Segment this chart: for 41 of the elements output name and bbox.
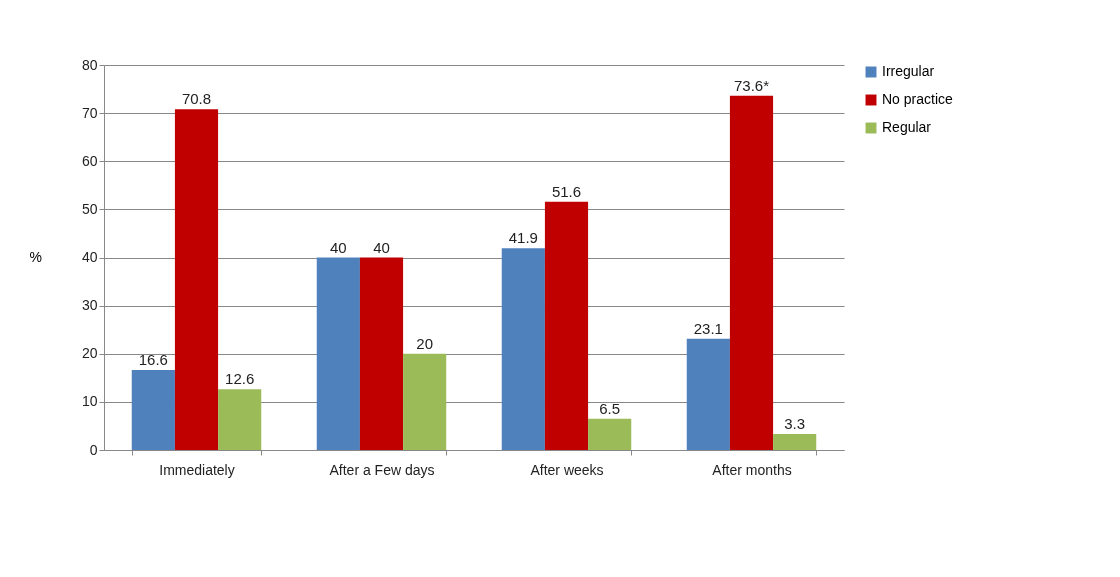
data-label: 40 (373, 238, 390, 256)
bar (686, 338, 730, 450)
y-tick-label: 40 (81, 249, 98, 265)
data-label: 40 (329, 238, 347, 256)
data-label: 73.6* (733, 76, 770, 94)
y-tick-label: 80 (81, 56, 98, 73)
bar (588, 418, 632, 450)
y-axis-title: % (29, 249, 42, 265)
bar (773, 434, 817, 450)
data-label: 3.3 (784, 415, 806, 433)
bar (131, 370, 175, 450)
bar (403, 353, 447, 450)
data-label: 41.9 (508, 229, 538, 247)
y-tick-label: 0 (89, 441, 98, 458)
x-tick-label: Immediately (159, 461, 235, 478)
bar (729, 95, 774, 450)
legend-label: Irregular (882, 63, 935, 79)
legend-label: No practice (882, 91, 954, 107)
x-tick-label: After months (712, 461, 792, 478)
bar (501, 248, 545, 450)
y-tick-label: 20 (81, 345, 98, 362)
y-tick-label: 70 (81, 104, 98, 121)
data-label: 6.5 (599, 399, 621, 417)
bar (218, 389, 262, 450)
data-label: 20 (416, 334, 434, 352)
data-label: 23.1 (693, 319, 723, 337)
y-tick-label: 10 (81, 393, 98, 410)
data-label: 70.8 (181, 90, 212, 108)
bar (316, 257, 360, 450)
legend-label: Regular (882, 119, 932, 135)
y-tick-label: 50 (81, 200, 98, 217)
data-label: 12.6 (225, 370, 255, 388)
bar (359, 257, 404, 450)
x-tick-label: After a Few days (329, 461, 435, 478)
data-label: 51.6 (551, 182, 582, 200)
bar (174, 109, 219, 450)
bar (544, 201, 589, 450)
y-tick-label: 30 (81, 297, 98, 314)
y-tick-label: 60 (81, 152, 98, 169)
x-tick-label: After weeks (530, 461, 604, 478)
data-label: 16.6 (138, 351, 168, 369)
